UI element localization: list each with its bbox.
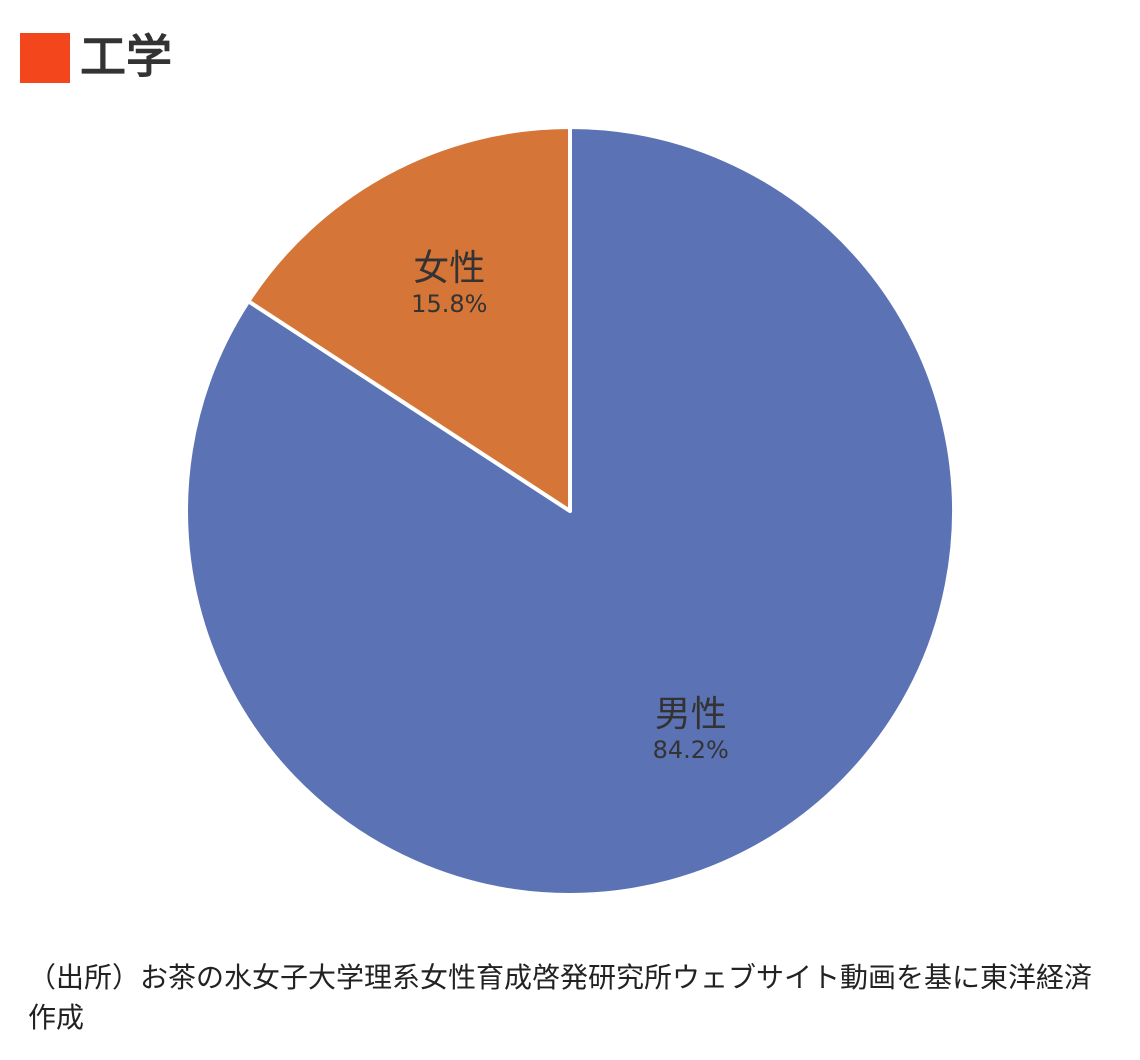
pie-slice xyxy=(246,125,572,513)
chart-title: 工学 xyxy=(80,30,172,84)
slice-label: 女性 xyxy=(413,248,485,289)
source-note: （出所）お茶の水女子大学理系女性育成啓発研究所ウェブサイト動画を基に東洋経済作成 xyxy=(28,961,1093,1034)
slice-label: 男性 xyxy=(655,694,727,735)
title-marker xyxy=(20,33,70,83)
slice-value-label: 84.2% xyxy=(653,736,729,764)
slice-value-label: 15.8% xyxy=(411,290,487,318)
